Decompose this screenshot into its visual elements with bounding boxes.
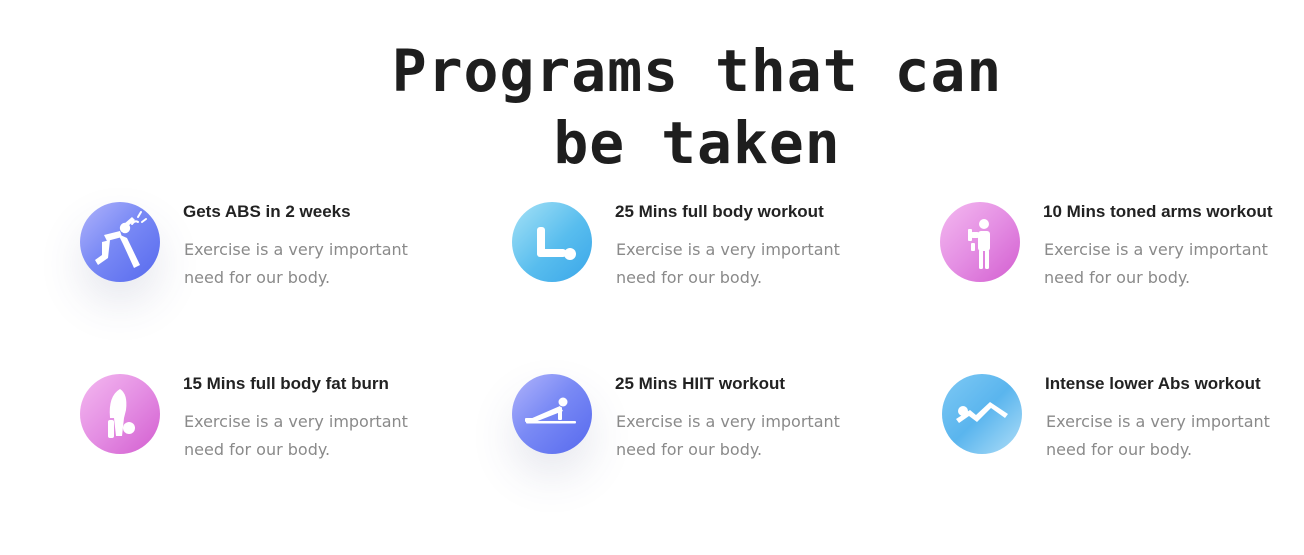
program-title: 15 Mins full body fat burn	[183, 374, 389, 393]
program-card-toned-arms[interactable]: 10 Mins toned arms workout Exercise is a…	[940, 202, 1304, 322]
page-title-line-1: Programs that can	[391, 36, 1003, 105]
page-title-line-2: be taken	[553, 108, 841, 177]
push-up-icon	[512, 374, 592, 454]
program-card-hiit[interactable]: 25 Mins HIIT workout Exercise is a very …	[512, 374, 912, 494]
program-card-full-body-25[interactable]: 25 Mins full body workout Exercise is a …	[512, 202, 912, 322]
sit-up-icon	[80, 202, 160, 282]
leg-raise-icon	[512, 202, 592, 282]
program-description: Exercise is a very important need for ou…	[616, 412, 840, 459]
headstand-icon	[80, 374, 160, 454]
program-title: Gets ABS in 2 weeks	[183, 202, 351, 221]
program-description: Exercise is a very important need for ou…	[1044, 240, 1268, 287]
program-description: Exercise is a very important need for ou…	[616, 240, 840, 287]
dumbbell-curl-icon	[940, 202, 1020, 282]
downward-dog-icon	[942, 374, 1022, 454]
program-description: Exercise is a very important need for ou…	[1046, 412, 1270, 459]
page-title: Programs that can be taken	[0, 37, 1304, 179]
program-title: Intense lower Abs workout	[1045, 374, 1261, 393]
program-title: 10 Mins toned arms workout	[1043, 202, 1273, 221]
program-description: Exercise is a very important need for ou…	[184, 240, 408, 287]
program-description: Exercise is a very important need for ou…	[184, 412, 408, 459]
program-card-abs-2-weeks[interactable]: Gets ABS in 2 weeks Exercise is a very i…	[80, 202, 480, 322]
program-title: 25 Mins HIIT workout	[615, 374, 786, 393]
program-card-fat-burn[interactable]: 15 Mins full body fat burn Exercise is a…	[80, 374, 480, 494]
program-title: 25 Mins full body workout	[615, 202, 824, 221]
program-card-lower-abs[interactable]: Intense lower Abs workout Exercise is a …	[942, 374, 1304, 494]
